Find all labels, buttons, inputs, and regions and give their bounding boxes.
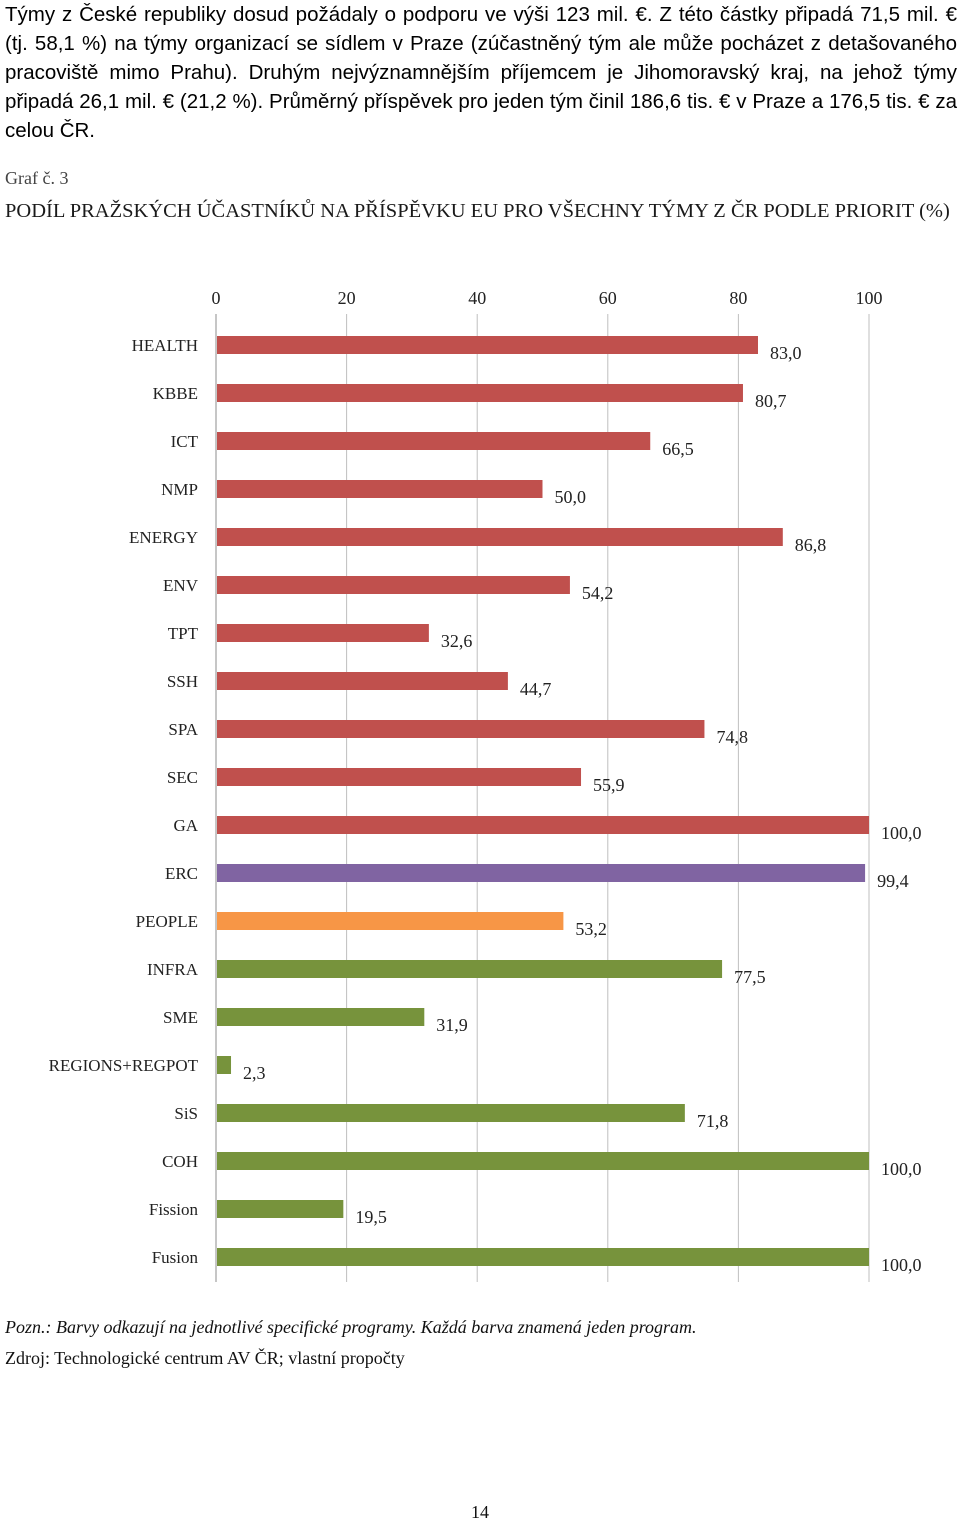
intro-text: Týmy z České republiky dosud požádaly o … xyxy=(5,3,957,142)
category-label: SPA xyxy=(168,720,198,739)
bar xyxy=(217,624,429,642)
bar xyxy=(217,960,723,978)
category-label: ENV xyxy=(163,576,199,595)
chart-note: Pozn.: Barvy odkazují na jednotlivé spec… xyxy=(5,1317,697,1337)
category-label: ERC xyxy=(165,864,198,883)
category-label: NMP xyxy=(161,480,198,499)
bar xyxy=(217,432,651,450)
bar xyxy=(217,336,758,354)
x-tick-label: 20 xyxy=(338,288,356,308)
category-label: KBBE xyxy=(153,384,198,403)
data-label: 19,5 xyxy=(355,1207,387,1227)
data-label: 77,5 xyxy=(734,967,766,987)
bar xyxy=(217,672,508,690)
bar xyxy=(217,1200,344,1218)
data-label: 55,9 xyxy=(593,775,625,795)
intro-paragraph: Týmy z České republiky dosud požádaly o … xyxy=(5,0,957,145)
bar xyxy=(217,1008,425,1026)
category-label: SSH xyxy=(167,672,198,691)
bar xyxy=(217,768,582,786)
category-label: SEC xyxy=(167,768,198,787)
bar xyxy=(217,720,705,738)
category-label: SiS xyxy=(174,1104,198,1123)
chart-title: PODÍL PRAŽSKÝCH ÚČASTNÍKŮ NA PŘÍSPĚVKU E… xyxy=(5,200,950,222)
data-label: 44,7 xyxy=(520,679,552,699)
chart-source: Zdroj: Technologické centrum AV ČR; vlas… xyxy=(5,1348,405,1368)
bar xyxy=(217,912,564,930)
data-label: 74,8 xyxy=(716,727,748,747)
category-label: PEOPLE xyxy=(136,912,198,931)
data-label: 54,2 xyxy=(582,583,614,603)
data-label: 83,0 xyxy=(770,343,802,363)
category-label: TPT xyxy=(168,624,199,643)
data-label: 99,4 xyxy=(877,871,909,891)
data-label: 31,9 xyxy=(436,1015,468,1035)
bar xyxy=(217,480,543,498)
bar xyxy=(217,864,866,882)
x-tick-label: 60 xyxy=(599,288,617,308)
data-label: 71,8 xyxy=(697,1111,729,1131)
data-label: 32,6 xyxy=(441,631,473,651)
x-tick-label: 40 xyxy=(468,288,486,308)
data-label: 100,0 xyxy=(881,823,922,843)
data-label: 2,3 xyxy=(243,1063,265,1083)
category-label: HEALTH xyxy=(132,336,198,355)
data-label: 50,0 xyxy=(555,487,587,507)
bar xyxy=(217,1056,232,1074)
data-label: 100,0 xyxy=(881,1255,922,1275)
bar xyxy=(217,528,783,546)
category-label: SME xyxy=(163,1008,198,1027)
data-label: 86,8 xyxy=(795,535,827,555)
category-label: REGIONS+REGPOT xyxy=(49,1056,199,1075)
bar xyxy=(217,384,743,402)
x-tick-label: 80 xyxy=(729,288,747,308)
x-tick-label: 0 xyxy=(212,288,221,308)
bar xyxy=(217,1152,869,1170)
bar xyxy=(217,1104,685,1122)
category-label: INFRA xyxy=(147,960,199,979)
data-label: 100,0 xyxy=(881,1159,922,1179)
page-number: 14 xyxy=(471,1502,489,1522)
bar xyxy=(217,1248,869,1266)
category-label: ICT xyxy=(171,432,199,451)
category-label: GA xyxy=(173,816,198,835)
bar xyxy=(217,816,869,834)
category-label: Fusion xyxy=(152,1248,199,1267)
graph-number-label: Graf č. 3 xyxy=(5,168,69,188)
data-label: 80,7 xyxy=(755,391,787,411)
data-label: 53,2 xyxy=(575,919,607,939)
category-label: ENERGY xyxy=(129,528,198,547)
bar xyxy=(217,576,570,594)
data-label: 66,5 xyxy=(662,439,694,459)
category-label: COH xyxy=(162,1152,198,1171)
x-tick-label: 100 xyxy=(856,288,883,308)
category-label: Fission xyxy=(149,1200,199,1219)
bar-chart: 0 20 40 60 80 100 HEALTH 83,0 KBBE 80,7 ICT 66,5 NMP… xyxy=(49,288,922,1282)
